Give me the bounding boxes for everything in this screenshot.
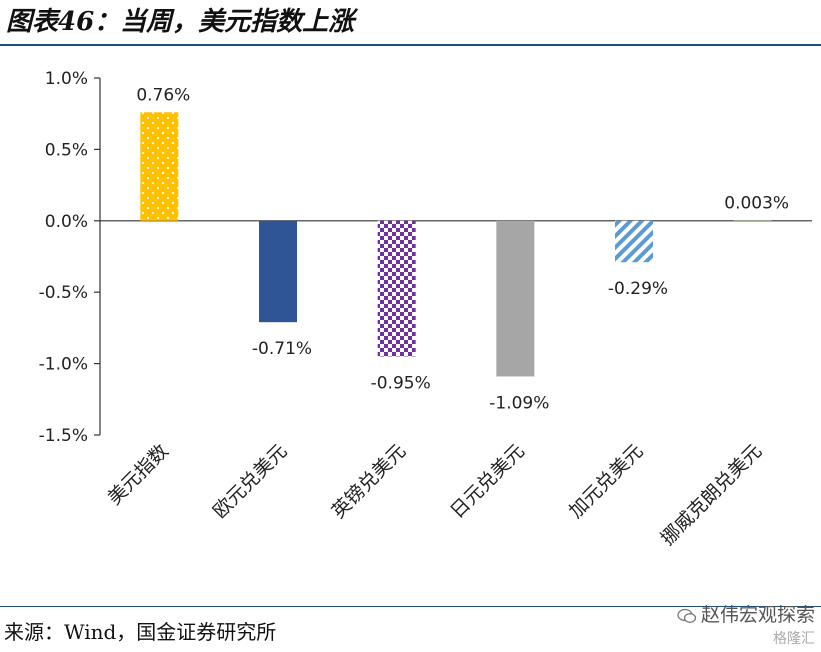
data-label: -0.29% <box>608 279 668 299</box>
y-tick-label: -0.5% <box>39 283 88 303</box>
data-label: -1.09% <box>489 393 549 413</box>
y-tick-label: 1.0% <box>45 69 88 89</box>
data-label: 0.003% <box>724 193 789 213</box>
title-divider <box>0 44 821 46</box>
bar <box>615 220 653 263</box>
watermark-brand: 格隆汇 <box>773 631 815 647</box>
category-label: 欧元兑美元 <box>209 440 292 523</box>
category-label: 美元指数 <box>104 440 173 509</box>
bar <box>140 112 179 221</box>
bar <box>733 220 772 221</box>
category-label: 英镑兑美元 <box>327 440 410 523</box>
data-label: -0.71% <box>252 339 312 359</box>
category-label: 挪威克朗兑美元 <box>657 440 767 550</box>
bar <box>259 220 297 323</box>
watermark-name: 赵伟宏观探索 <box>700 604 815 626</box>
y-tick-label: -1.5% <box>39 426 88 446</box>
footer-divider <box>0 606 821 607</box>
chart-title: 图表46：当周，美元指数上涨 <box>6 7 355 37</box>
y-tick-label: 0.0% <box>45 212 88 232</box>
data-label: 0.76% <box>136 85 190 105</box>
wechat-icon <box>677 608 697 623</box>
y-tick-label: -1.0% <box>39 355 88 375</box>
y-tick-label: 0.5% <box>45 140 88 160</box>
watermark: 赵伟宏观探索 格隆汇 <box>677 600 815 648</box>
bar-chart: 1.0% 0.5% 0.0% -0.5% -1.0% -1.5% 0.76% 美元指数 -0.… <box>39 69 812 550</box>
bar <box>377 220 416 357</box>
source-note: 来源：Wind，国金证券研究所 <box>4 620 277 644</box>
category-label: 日元兑美元 <box>446 440 529 523</box>
category-label: 加元兑美元 <box>565 440 648 523</box>
bar <box>496 220 535 377</box>
data-label: -0.95% <box>371 373 431 393</box>
